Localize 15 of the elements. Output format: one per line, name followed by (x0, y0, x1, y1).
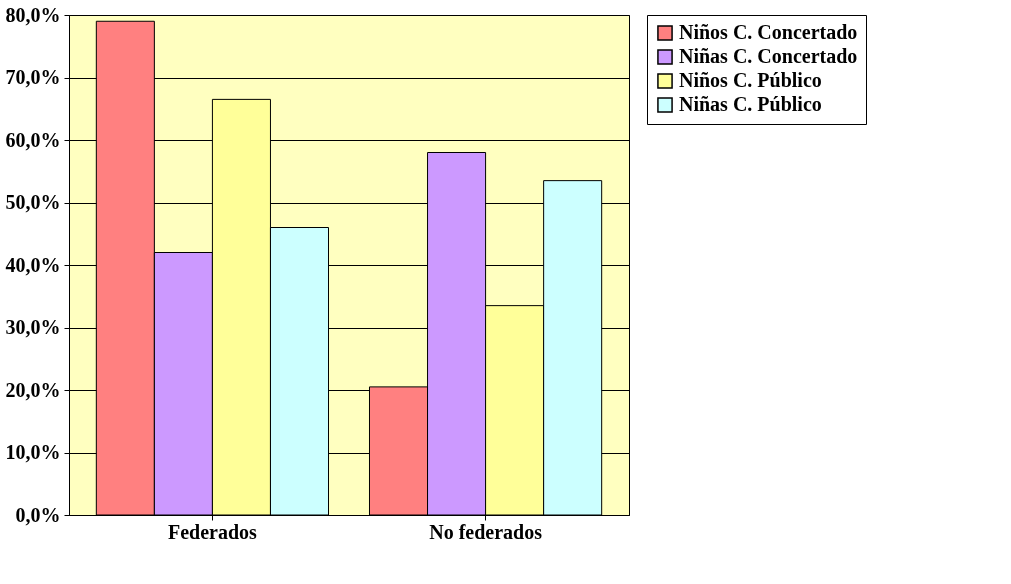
y-tick-label: 70,0% (5, 66, 61, 88)
y-tick-label: 10,0% (5, 441, 61, 463)
legend-label: Niños C. Concertado (679, 21, 858, 43)
y-tick-label: 0,0% (15, 503, 61, 526)
legend-label: Niños C. Público (679, 69, 822, 91)
y-tick-label: 40,0% (5, 253, 61, 276)
y-tick-label: 80,0% (5, 3, 61, 26)
y-tick-label: 30,0% (5, 316, 61, 338)
x-tick-label: No federados (429, 520, 543, 543)
legend-label: Niñas C. Concertado (679, 45, 858, 67)
y-tick-label: 20,0% (5, 378, 61, 401)
y-tick-label: 60,0% (5, 128, 61, 151)
y-tick-label: 50,0% (5, 191, 61, 213)
legend-label: Niñas C. Público (679, 93, 822, 115)
x-tick-label: Federados (167, 520, 258, 543)
